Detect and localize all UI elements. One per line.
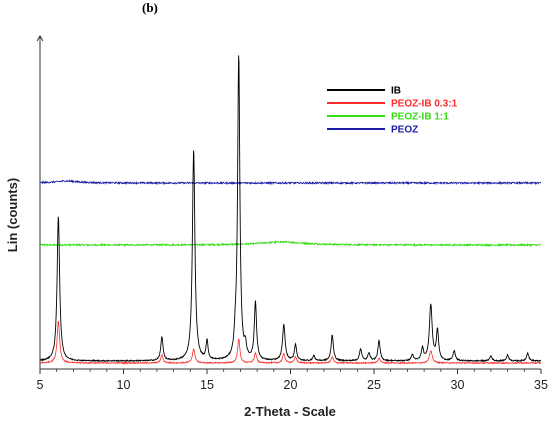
legend-label: PEOZ [391, 125, 418, 136]
series-line-ib [39, 55, 542, 363]
x-tick-label: 10 [117, 378, 131, 392]
x-tick-label: 30 [451, 378, 465, 392]
series-line-peoz [39, 179, 542, 186]
x-tick-label: 15 [200, 378, 214, 392]
axes: 5 10 15 20 25 30 35 [36, 35, 548, 392]
legend: IB PEOZ-IB 0.3:1 PEOZ-IB 1:1 PEOZ [327, 86, 458, 136]
x-tick-label: 5 [37, 378, 44, 392]
x-axis-title: 2-Theta - Scale [244, 404, 336, 419]
x-tick-label: 20 [284, 378, 298, 392]
panel-label: (b) [142, 0, 158, 15]
series-line-peoz-ib-1-1 [39, 240, 542, 248]
series-lines [39, 55, 542, 365]
legend-label: PEOZ-IB 0.3:1 [391, 99, 458, 110]
x-tick-label: 25 [367, 378, 381, 392]
x-tick-label: 35 [534, 378, 548, 392]
y-axis-title: Lin (counts) [5, 178, 20, 252]
series-line-peoz-ib-0-3-1 [39, 320, 542, 365]
legend-label: IB [391, 86, 401, 97]
y-axis-arrow [36, 35, 44, 42]
legend-label: PEOZ-IB 1:1 [391, 112, 449, 123]
